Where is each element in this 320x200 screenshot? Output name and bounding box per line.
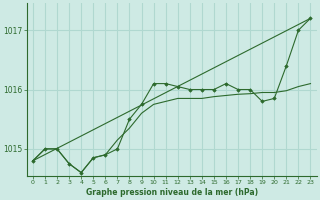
X-axis label: Graphe pression niveau de la mer (hPa): Graphe pression niveau de la mer (hPa) — [86, 188, 258, 197]
